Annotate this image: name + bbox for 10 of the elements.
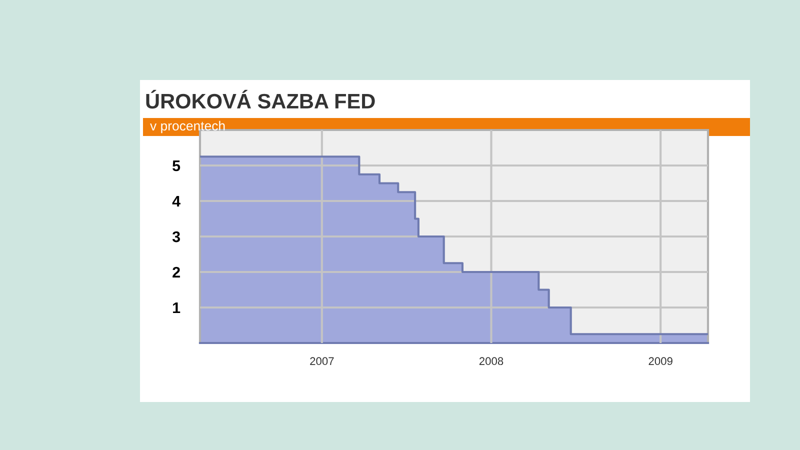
chart-subtitle: v procentech (150, 120, 225, 134)
y-tick-label: 2 (172, 266, 180, 278)
y-tick-label: 5 (172, 160, 180, 172)
y-tick-label: 1 (173, 302, 180, 314)
chart-title: ÚROKOVÁ SAZBA FED (146, 90, 375, 109)
x-tick-label: 2009 (648, 357, 672, 366)
x-tick-label: 2007 (310, 357, 334, 366)
x-tick-label: 2008 (479, 357, 504, 366)
y-tick-label: 4 (172, 196, 180, 207)
y-tick-label: 3 (172, 231, 180, 242)
